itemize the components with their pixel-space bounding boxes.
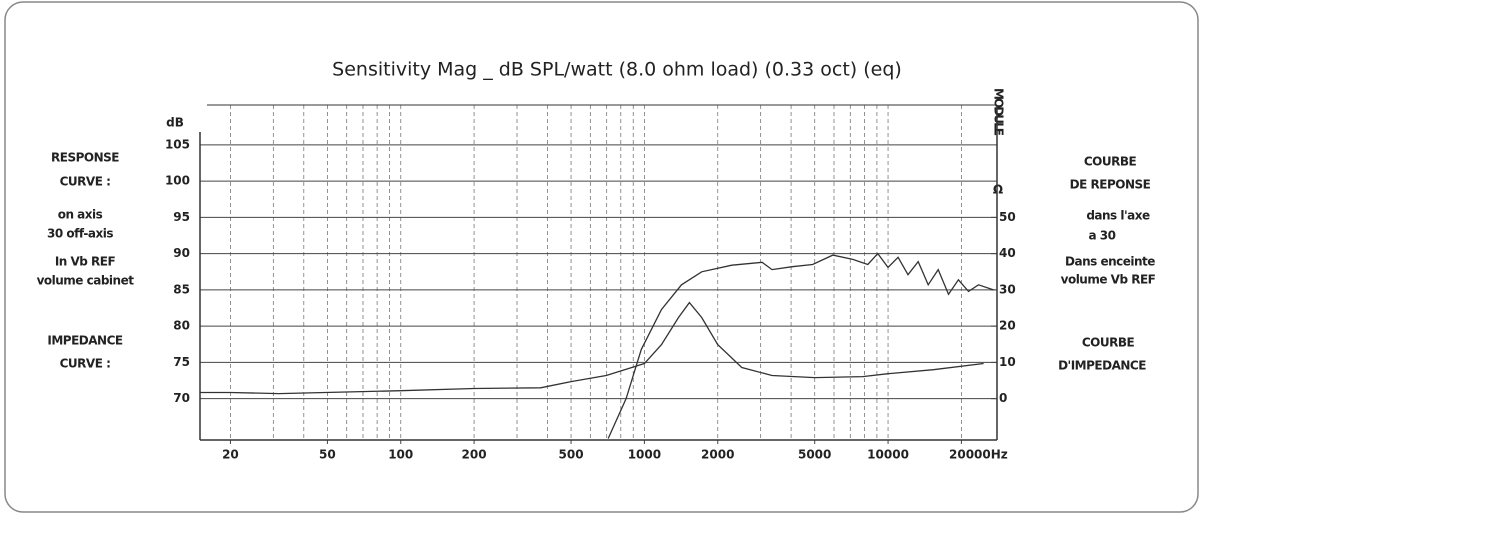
x-tick-label: 2000 <box>701 448 734 462</box>
x-tick-label: 200 <box>462 448 487 462</box>
note: dans l'axe <box>1086 209 1150 223</box>
note: a 30 <box>1089 229 1116 243</box>
note: COURBE <box>1082 336 1135 350</box>
y-tick-label: 85 <box>173 282 190 296</box>
x-tick-label: 20 <box>222 448 239 462</box>
y2-tick-label: 10 <box>999 355 1016 369</box>
note: DE REPONSE <box>1070 178 1151 192</box>
note: D'IMPEDANCE <box>1058 359 1146 373</box>
y2-tick-label: 0 <box>999 391 1007 405</box>
x-tick-label: 1000 <box>628 448 661 462</box>
y-label: dB <box>166 116 184 130</box>
y2-tick-label: 20 <box>999 319 1016 333</box>
note: CURVE : <box>60 357 111 371</box>
series-line <box>200 301 984 395</box>
series-line <box>607 252 994 439</box>
y-tick-label: 75 <box>173 355 190 369</box>
note: Dans enceinte <box>1065 255 1155 269</box>
y-tick-label: 100 <box>165 174 190 188</box>
y-tick-label: 80 <box>173 319 190 333</box>
note: volume cabinet <box>37 274 135 288</box>
x-tick-label: 20000Hz <box>949 448 1008 462</box>
y-tick-label: 105 <box>165 137 190 151</box>
x-tick-label: 500 <box>559 448 584 462</box>
y2-tick-label: 50 <box>999 210 1016 224</box>
y-tick-label: 70 <box>173 391 190 405</box>
chart-title: Sensitivity Mag _ dB SPL/watt (8.0 ohm l… <box>332 59 902 81</box>
x-tick-label: 10000 <box>867 448 909 462</box>
note: COURBE <box>1084 155 1137 169</box>
note: RESPONSE <box>51 151 119 165</box>
x-tick-label: 5000 <box>798 448 831 462</box>
y-tick-label: 95 <box>173 210 190 224</box>
note: In Vb REF <box>55 255 116 269</box>
y2-label: MODULE <box>992 88 1006 136</box>
y-tick-label: 90 <box>173 246 190 260</box>
note: on axis <box>58 208 103 222</box>
frame <box>4 1 1199 513</box>
note: CURVE : <box>60 175 111 189</box>
x-tick-label: 100 <box>388 448 413 462</box>
note: IMPEDANCE <box>47 334 122 348</box>
y2-tick-label: 30 <box>999 282 1016 296</box>
note: volume Vb REF <box>1061 273 1156 287</box>
y2-tick-label: 40 <box>999 246 1016 260</box>
note: 30 off-axis <box>47 227 113 241</box>
y2-unit: Ω <box>993 183 1003 197</box>
x-tick-label: 50 <box>319 448 336 462</box>
